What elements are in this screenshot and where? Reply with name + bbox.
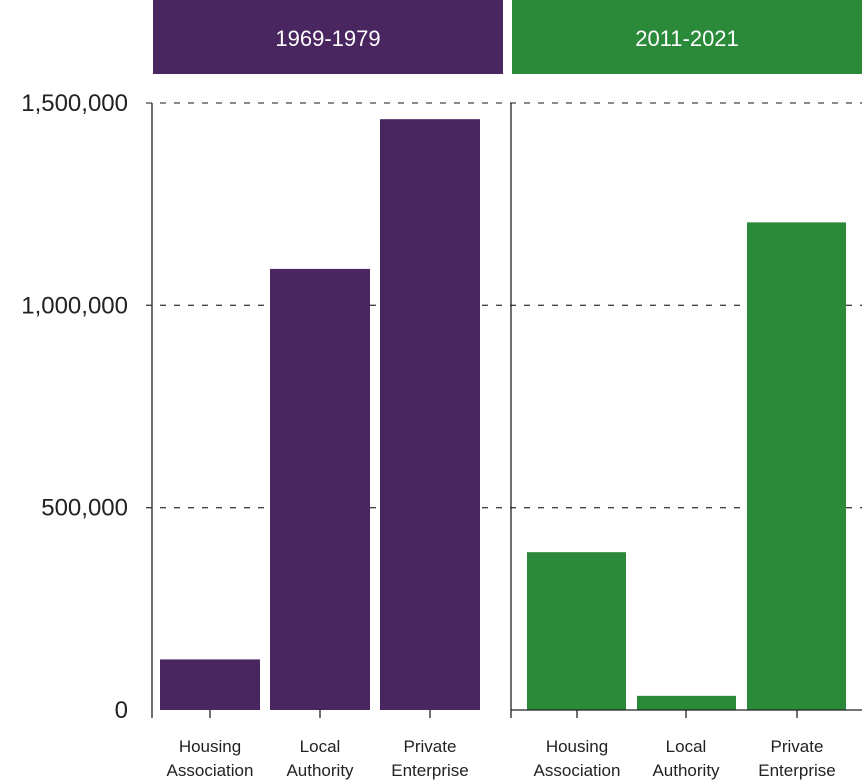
- bar: [527, 552, 626, 710]
- y-tick-label: 1,000,000: [21, 292, 128, 319]
- bar: [637, 695, 736, 710]
- bar: [747, 222, 846, 711]
- x-tick-label: Local: [300, 737, 341, 756]
- bar: [160, 659, 260, 710]
- bar: [270, 268, 370, 710]
- x-tick-label: Private: [404, 737, 457, 756]
- panel-header: [153, 0, 503, 74]
- x-tick-label: Local: [666, 737, 707, 756]
- x-tick-label: Association: [167, 761, 254, 780]
- panel-header-label: 2011-2021: [635, 26, 739, 51]
- y-tick-label: 500,000: [41, 495, 128, 522]
- x-tick-label: Private: [771, 737, 824, 756]
- x-tick-label: Authority: [652, 761, 720, 780]
- x-tick-label: Housing: [179, 737, 241, 756]
- panel-header-label: 1969-1979: [275, 26, 380, 51]
- x-tick-label: Authority: [286, 761, 354, 780]
- panel-header: [512, 0, 862, 74]
- y-tick-label: 1,500,000: [21, 90, 128, 117]
- bar: [380, 119, 480, 711]
- x-tick-label: Enterprise: [758, 761, 835, 780]
- y-tick-label: 0: [115, 697, 128, 724]
- x-tick-label: Housing: [546, 737, 608, 756]
- x-tick-label: Enterprise: [391, 761, 468, 780]
- x-tick-label: Association: [534, 761, 621, 780]
